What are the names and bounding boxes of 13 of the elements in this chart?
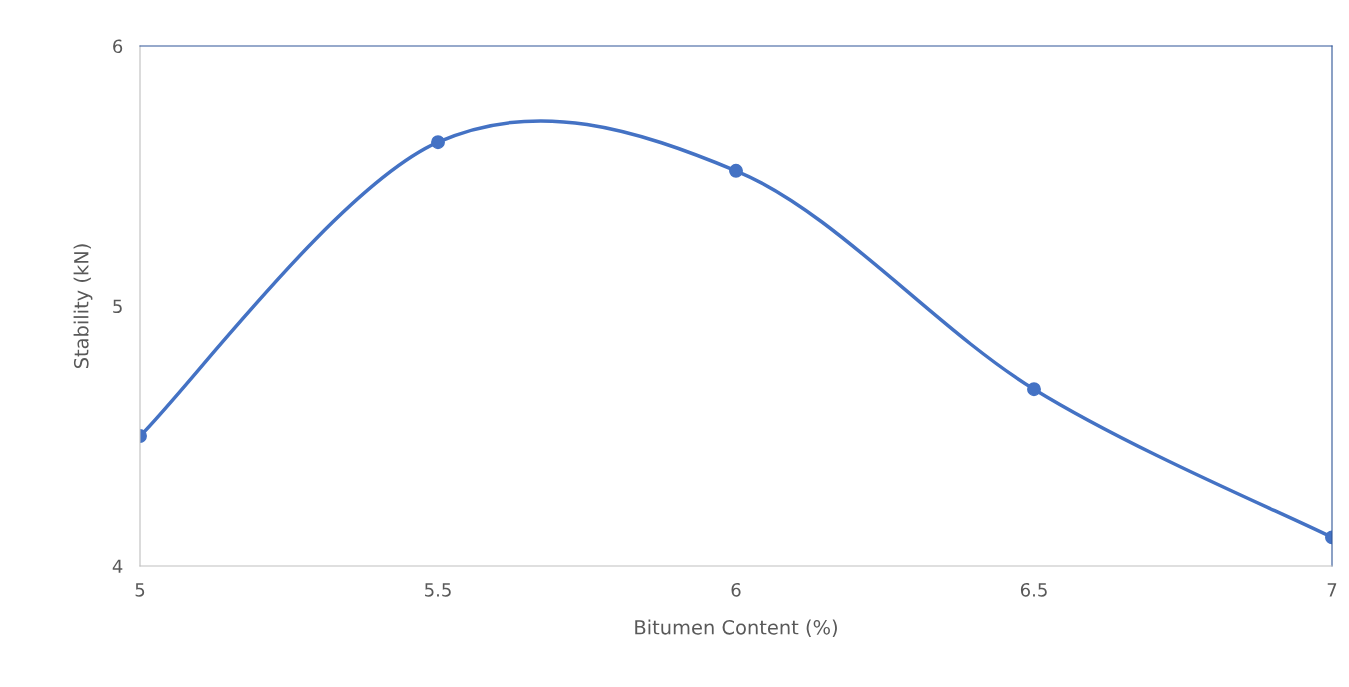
x-tick-label: 7 <box>1327 583 1337 597</box>
y-tick-label: 4 <box>112 559 123 573</box>
x-tick-label: 5.5 <box>425 583 451 597</box>
x-axis-title: Bitumen Content (%) <box>635 619 837 637</box>
point <box>431 135 445 150</box>
point <box>1027 382 1041 397</box>
x-tick-label: 6.5 <box>1020 582 1047 597</box>
point <box>729 163 743 178</box>
y-tick-label: 5 <box>113 299 122 314</box>
y-axis-title: Stability (kN) <box>73 244 93 369</box>
x-tick-label: 6 <box>731 582 741 597</box>
x-tick-label: 5 <box>135 583 145 597</box>
y-tick-label: 6 <box>113 39 123 54</box>
